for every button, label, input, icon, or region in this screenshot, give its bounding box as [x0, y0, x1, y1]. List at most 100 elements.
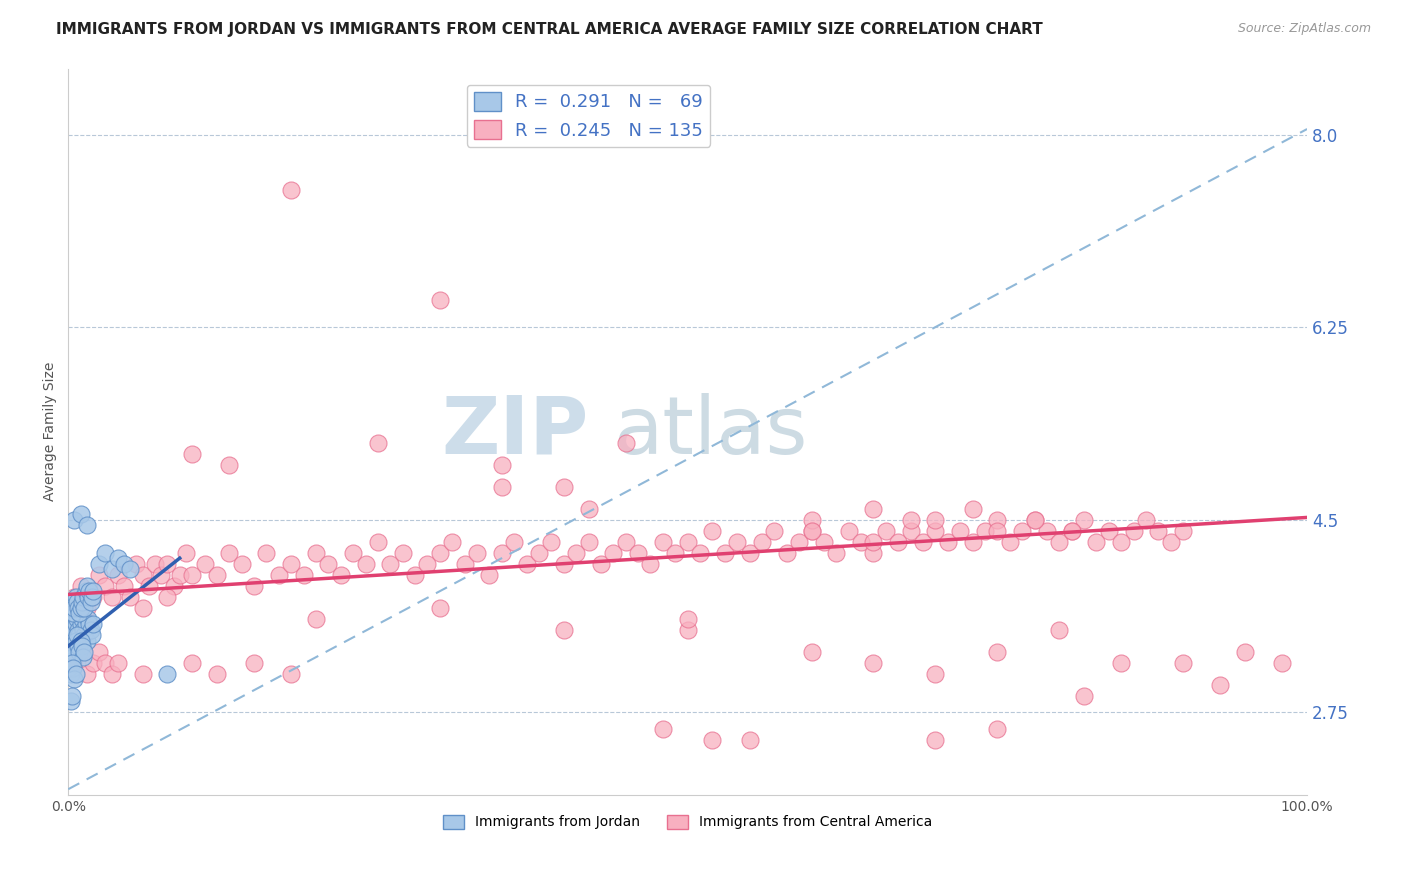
- Point: [143, 557, 166, 571]
- Point: [900, 513, 922, 527]
- Point: [862, 534, 884, 549]
- Point: [589, 557, 612, 571]
- Point: [367, 435, 389, 450]
- Point: [380, 557, 402, 571]
- Point: [62, 623, 84, 637]
- Point: [800, 524, 823, 538]
- Point: [62, 661, 84, 675]
- Point: [112, 557, 135, 571]
- Point: [131, 567, 153, 582]
- Point: [60, 656, 83, 670]
- Point: [67, 645, 90, 659]
- Point: [429, 293, 451, 307]
- Point: [256, 546, 278, 560]
- Point: [59, 600, 82, 615]
- Point: [69, 507, 91, 521]
- Point: [676, 612, 699, 626]
- Point: [65, 666, 87, 681]
- Point: [60, 639, 83, 653]
- Point: [900, 524, 922, 538]
- Point: [702, 732, 724, 747]
- Legend: Immigrants from Jordan, Immigrants from Central America: Immigrants from Jordan, Immigrants from …: [437, 809, 938, 835]
- Point: [1073, 689, 1095, 703]
- Point: [924, 666, 946, 681]
- Point: [1234, 645, 1257, 659]
- Point: [69, 633, 91, 648]
- Point: [77, 590, 100, 604]
- Point: [65, 590, 87, 604]
- Point: [1011, 524, 1033, 538]
- Point: [67, 628, 90, 642]
- Point: [292, 567, 315, 582]
- Point: [107, 551, 129, 566]
- Point: [527, 546, 550, 560]
- Point: [76, 600, 98, 615]
- Point: [404, 567, 426, 582]
- Point: [565, 546, 588, 560]
- Point: [676, 623, 699, 637]
- Point: [602, 546, 624, 560]
- Point: [862, 546, 884, 560]
- Point: [1098, 524, 1121, 538]
- Point: [478, 567, 501, 582]
- Point: [924, 513, 946, 527]
- Point: [305, 612, 328, 626]
- Point: [73, 628, 96, 642]
- Y-axis label: Average Family Size: Average Family Size: [44, 362, 58, 501]
- Point: [491, 458, 513, 472]
- Point: [65, 617, 87, 632]
- Point: [89, 557, 111, 571]
- Point: [453, 557, 475, 571]
- Point: [329, 567, 352, 582]
- Point: [76, 579, 98, 593]
- Point: [1047, 623, 1070, 637]
- Point: [82, 656, 104, 670]
- Point: [174, 546, 197, 560]
- Point: [67, 623, 90, 637]
- Point: [70, 595, 93, 609]
- Point: [66, 595, 89, 609]
- Point: [100, 590, 122, 604]
- Point: [169, 567, 191, 582]
- Point: [1173, 524, 1195, 538]
- Point: [67, 639, 90, 653]
- Point: [676, 534, 699, 549]
- Point: [800, 513, 823, 527]
- Point: [205, 567, 228, 582]
- Point: [787, 534, 810, 549]
- Point: [1109, 656, 1132, 670]
- Point: [94, 546, 117, 560]
- Point: [1135, 513, 1157, 527]
- Point: [1122, 524, 1144, 538]
- Point: [763, 524, 786, 538]
- Point: [640, 557, 662, 571]
- Point: [540, 534, 562, 549]
- Point: [205, 666, 228, 681]
- Point: [120, 590, 142, 604]
- Point: [776, 546, 799, 560]
- Point: [59, 694, 82, 708]
- Point: [614, 534, 637, 549]
- Point: [986, 513, 1008, 527]
- Point: [367, 534, 389, 549]
- Point: [578, 501, 600, 516]
- Point: [59, 612, 82, 626]
- Point: [181, 567, 204, 582]
- Point: [862, 501, 884, 516]
- Point: [131, 666, 153, 681]
- Point: [429, 600, 451, 615]
- Point: [79, 623, 101, 637]
- Point: [76, 518, 98, 533]
- Point: [193, 557, 215, 571]
- Point: [553, 557, 575, 571]
- Point: [354, 557, 377, 571]
- Point: [100, 562, 122, 576]
- Point: [305, 546, 328, 560]
- Point: [60, 595, 83, 609]
- Point: [156, 590, 179, 604]
- Text: IMMIGRANTS FROM JORDAN VS IMMIGRANTS FROM CENTRAL AMERICA AVERAGE FAMILY SIZE CO: IMMIGRANTS FROM JORDAN VS IMMIGRANTS FRO…: [56, 22, 1043, 37]
- Point: [751, 534, 773, 549]
- Point: [218, 458, 240, 472]
- Point: [998, 534, 1021, 549]
- Point: [150, 567, 173, 582]
